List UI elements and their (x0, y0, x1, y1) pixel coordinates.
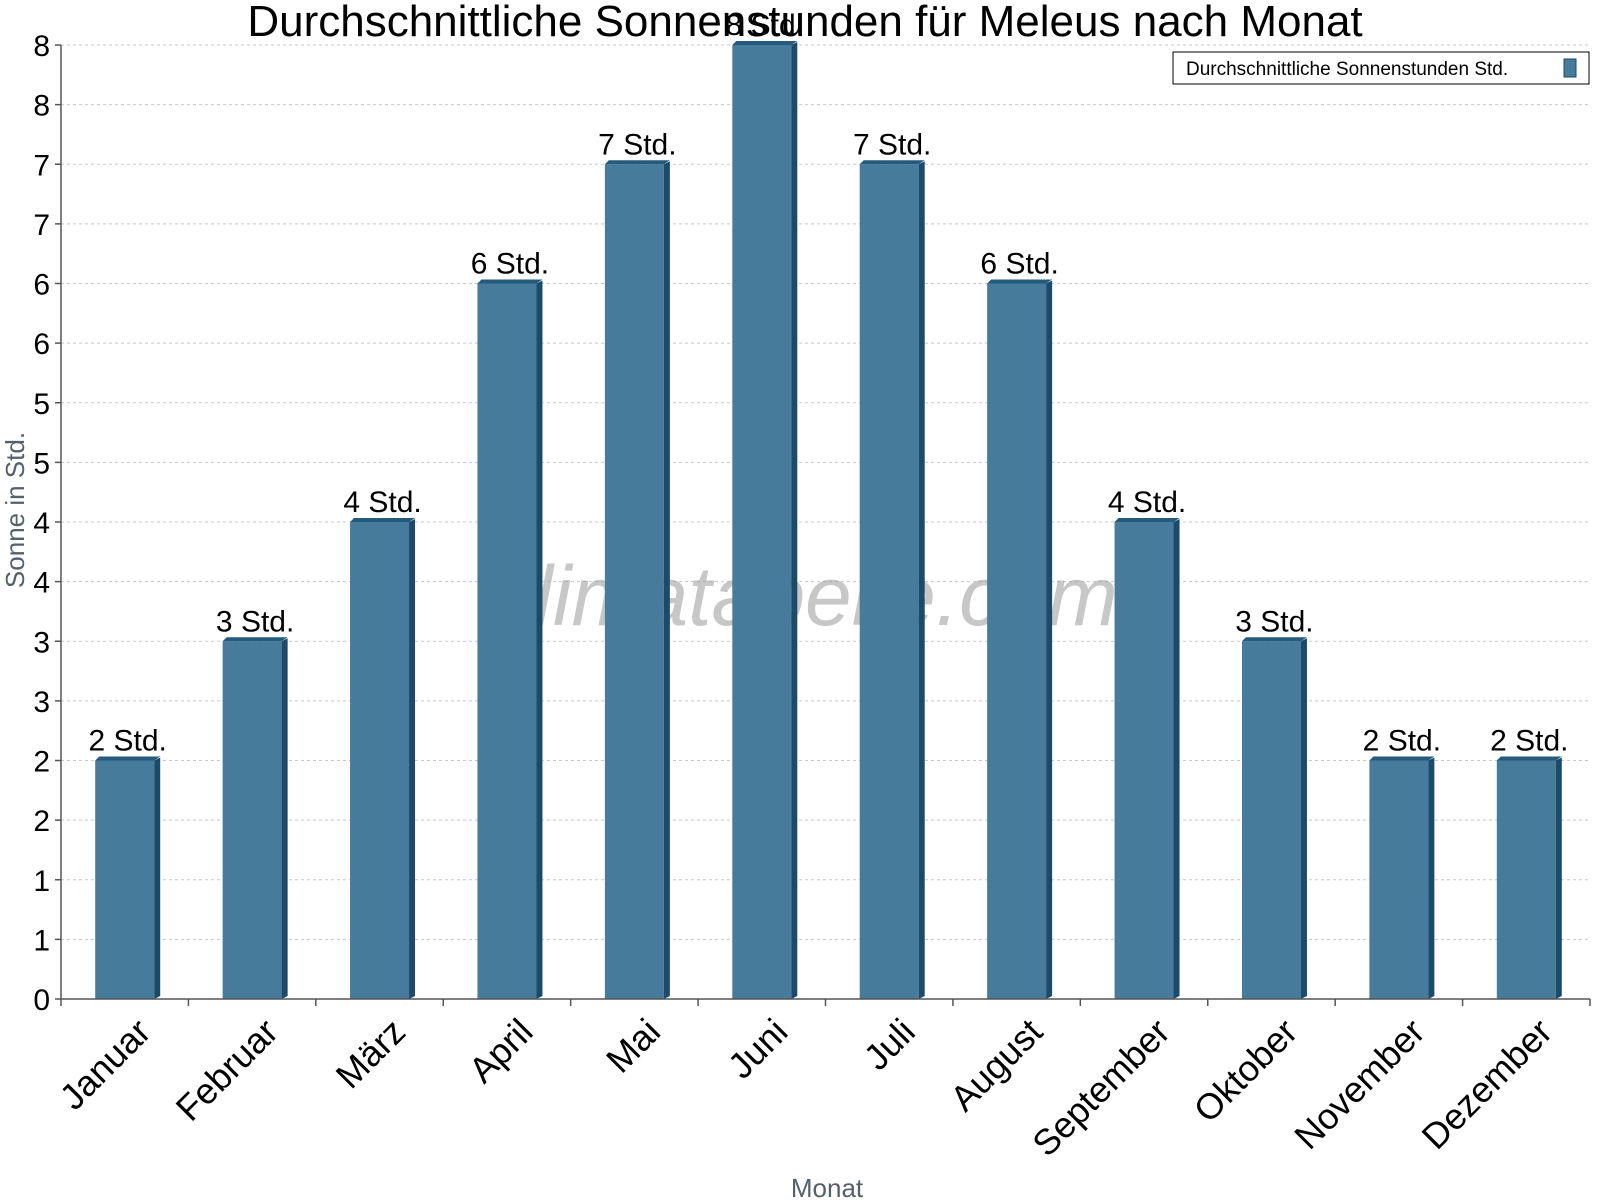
bar-top (604, 160, 670, 165)
x-tick-labels: Januar Februar März April Mai Juni Juli AugustS… (52, 1011, 1560, 1165)
data-label: 7 Std. (853, 128, 931, 161)
bar-top (859, 160, 925, 165)
bar (1114, 522, 1174, 999)
y-tick-label: 1 (33, 924, 50, 957)
bars (95, 41, 1562, 999)
grid-lines (61, 44, 1590, 940)
y-tick-label: 4 (33, 507, 50, 540)
bar-side (409, 519, 416, 999)
y-tick-label: 7 (33, 209, 50, 242)
bar (859, 164, 919, 999)
data-label: 6 Std. (980, 248, 1058, 281)
bar-top (1241, 637, 1307, 642)
y-tick-labels: 0 1 1 2 2 3 3 4 4 5 5 6 6 7 7 8 8 (33, 30, 50, 1017)
x-tick-label: März (328, 1011, 414, 1097)
bar-side (791, 42, 798, 999)
x-tick-label: April (461, 1011, 541, 1091)
y-tick-label: 6 (33, 269, 50, 302)
x-tick-label: Dezember (1414, 1011, 1560, 1157)
y-tick-label: 7 (33, 149, 50, 182)
legend-box (1172, 51, 1590, 85)
bar-side (1046, 280, 1053, 999)
bar-top (1496, 756, 1562, 761)
bar-side (154, 757, 161, 999)
y-tick-label: 5 (33, 388, 50, 421)
bar-top (1114, 518, 1180, 522)
y-tick-label: 2 (33, 746, 50, 779)
bar (604, 164, 664, 999)
y-axis-label: Sonne in Std. (0, 432, 30, 588)
legend-entry-label: Durchschnittliche Sonnenstunden Std. (1186, 59, 1508, 80)
y-tick-label: 1 (33, 865, 50, 898)
bar-top (350, 518, 416, 522)
bar-top (987, 279, 1053, 284)
x-axis-label: Monat (791, 1173, 864, 1200)
x-tick-label: Mai (598, 1011, 668, 1081)
data-label: 4 Std. (1108, 486, 1186, 519)
bar (1369, 760, 1429, 999)
x-tick-label: Februar (168, 1011, 286, 1129)
bar-top (95, 756, 161, 761)
bar (1241, 641, 1301, 999)
data-label: 7 Std. (598, 128, 676, 161)
x-tick-label: November (1286, 1011, 1432, 1157)
bar-side (1555, 757, 1562, 999)
bar-top (222, 637, 288, 642)
bar (477, 283, 537, 999)
x-tick-label: Juli (856, 1011, 923, 1078)
data-label: 2 Std. (1363, 725, 1441, 758)
axes (55, 44, 1591, 1006)
data-label: 3 Std. (1235, 605, 1313, 638)
y-tick-label: 4 (33, 567, 50, 600)
bar-top (1369, 756, 1435, 761)
bar-side (536, 280, 543, 999)
y-tick-label: 0 (33, 984, 50, 1017)
bar-side (663, 161, 670, 999)
x-tick-label: September (1024, 1011, 1178, 1165)
data-label: 2 Std. (1490, 725, 1568, 758)
bar (987, 283, 1047, 999)
bar-side (281, 638, 288, 999)
chart-title: Durchschnittliche Sonnenstunden für Mele… (247, 0, 1362, 46)
data-label: 3 Std. (216, 605, 294, 638)
legend: Durchschnittliche Sonnenstunden Std. (1172, 51, 1590, 85)
bar (732, 45, 792, 999)
data-label: 6 Std. (471, 248, 549, 281)
bar (1496, 760, 1556, 999)
x-tick-label: Oktober (1186, 1011, 1306, 1131)
data-label: 8 Std. (726, 9, 804, 42)
bar-top (732, 41, 798, 45)
y-tick-label: 8 (33, 90, 50, 123)
data-label: 4 Std. (343, 486, 421, 519)
data-label: 2 Std. (89, 725, 167, 758)
y-tick-label: 3 (33, 686, 50, 719)
y-tick-label: 3 (33, 626, 50, 659)
bar (95, 760, 155, 999)
bar-side (1428, 757, 1435, 999)
y-tick-label: 6 (33, 328, 50, 361)
legend-swatch (1563, 58, 1577, 78)
y-tick-label: 2 (33, 805, 50, 838)
data-labels: 2 Std. 3 Std. 4 Std. 6 Std. 7 Std. 8 Std. 7 St… (89, 9, 1569, 758)
bar-side (1300, 638, 1307, 999)
x-tick-label: Juni (720, 1011, 796, 1087)
bar-side (918, 161, 925, 999)
bar (350, 522, 410, 999)
bar-top (477, 279, 543, 284)
bar (222, 641, 282, 999)
x-tick-label: August (942, 1011, 1050, 1119)
y-tick-label: 5 (33, 447, 50, 480)
y-tick-label: 8 (33, 30, 50, 63)
bar-side (1173, 519, 1180, 999)
x-tick-label: Januar (52, 1011, 159, 1118)
